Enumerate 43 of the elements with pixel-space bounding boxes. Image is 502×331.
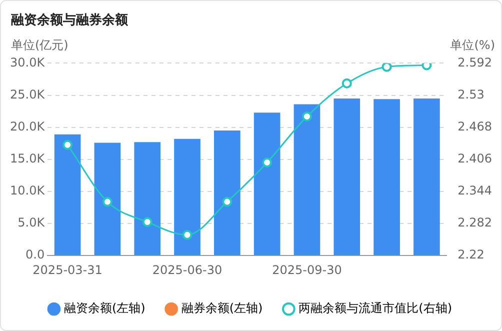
point: [262, 158, 272, 168]
bar: [54, 134, 81, 256]
y-axis-title: 单位(亿元): [11, 37, 68, 54]
y2-tick-label: 2.344: [458, 184, 492, 198]
x-tick-label: 2025-06-30: [152, 262, 222, 277]
y2-tick-label: 2.53: [458, 87, 484, 102]
point: [222, 196, 232, 207]
y2-axis-title: 单位(%): [450, 37, 495, 54]
bar: [174, 138, 200, 256]
y2-tick-label: 2.592: [458, 55, 492, 70]
point: [182, 230, 192, 240]
bar: [374, 99, 400, 256]
bar: [254, 112, 280, 256]
y-tick-label: 10.0K: [10, 184, 46, 198]
point: [62, 140, 73, 150]
y-tick-label: 5.0K: [18, 216, 46, 230]
bar: [294, 104, 320, 256]
y-tick-label: 20.0K: [10, 119, 46, 134]
y2-tick-label: 2.468: [458, 119, 492, 134]
bar: [214, 130, 240, 256]
y-tick-label: 15.0K: [10, 152, 46, 166]
point: [102, 196, 112, 207]
y-tick-label: 30.0K: [10, 55, 46, 70]
legend-label: 两融余额与流通市值比(右轴): [298, 301, 452, 316]
x-tick-label: 2025-09-30: [272, 262, 342, 277]
point: [342, 78, 352, 88]
y-tick-label: 25.0K: [10, 87, 46, 102]
legend-label: 融资余额(左轴): [64, 301, 146, 316]
point: [302, 111, 312, 122]
chart-title: 融资余额与融券余额: [11, 12, 128, 29]
bar: [94, 142, 121, 256]
bar: [334, 98, 360, 256]
y2-tick-label: 2.406: [458, 152, 492, 166]
y-tick-label: 0.0: [25, 248, 45, 262]
point: [422, 63, 432, 70]
bar: [134, 142, 161, 256]
y2-tick-label: 2.22: [458, 248, 484, 262]
x-tick-label: 2025-03-31: [32, 262, 102, 277]
bar: [414, 98, 440, 256]
y2-tick-label: 2.282: [458, 216, 492, 230]
legend-label: 融券余额(左轴): [181, 301, 263, 316]
point: [382, 63, 392, 72]
point: [142, 216, 152, 227]
